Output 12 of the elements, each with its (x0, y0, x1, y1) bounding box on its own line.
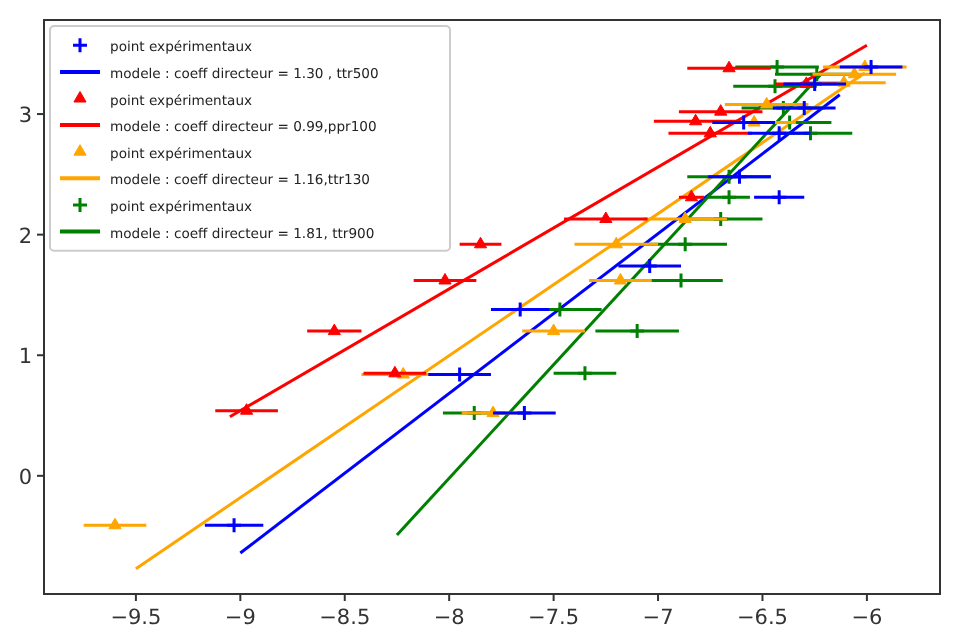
x-tick-label: −8 (433, 606, 465, 630)
x-tick-label: −8.5 (319, 606, 371, 630)
x-tick-label: −7.5 (528, 606, 580, 630)
x-tick-label: −9 (224, 606, 256, 630)
x-tick-label: −9.5 (110, 606, 162, 630)
y-tick-label: 0 (18, 465, 32, 490)
x-tick-label: −7 (642, 606, 674, 630)
x-tick-label: −6.5 (736, 606, 788, 630)
y-tick-label: 3 (18, 104, 32, 129)
x-tick-label: −6 (851, 606, 884, 630)
y-tick-label: 2 (18, 224, 32, 249)
y-tick-label: 1 (18, 345, 32, 370)
